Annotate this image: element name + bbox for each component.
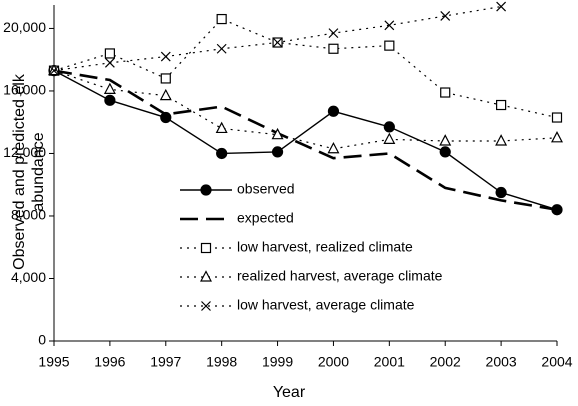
marker: [49, 65, 59, 76]
marker: [440, 11, 451, 21]
marker: [551, 112, 563, 123]
marker: [384, 40, 395, 51]
y-tick-label: 8,000: [11, 207, 46, 223]
y-tick-label: 16,000: [3, 82, 46, 98]
marker: [440, 87, 451, 98]
x-tick-label: 2000: [318, 354, 349, 370]
legend-label: expected: [237, 210, 294, 226]
series-line: [53, 69, 558, 212]
marker: [216, 147, 228, 160]
marker: [216, 43, 227, 54]
marker: [271, 146, 284, 158]
x-tick-label: 2002: [430, 354, 461, 370]
legend-label: low harvest, average climate: [237, 297, 415, 313]
legend-marker: [200, 270, 212, 282]
series-line: [53, 18, 558, 119]
marker: [215, 121, 228, 134]
legend-marker: [200, 242, 212, 254]
legend-marker: [200, 184, 212, 196]
marker: [272, 37, 283, 48]
series-line: [53, 70, 558, 211]
x-axis-label: Year: [273, 384, 306, 401]
marker: [383, 132, 396, 144]
legend-label: realized harvest, average climate: [237, 268, 443, 284]
x-tick-label: 1996: [94, 354, 125, 370]
marker: [327, 141, 340, 154]
marker: [216, 13, 227, 25]
y-tick-label: 0: [38, 332, 46, 348]
marker: [104, 57, 115, 68]
marker: [495, 134, 508, 146]
marker: [495, 186, 507, 199]
marker: [551, 131, 563, 143]
x-tick-label: 1999: [262, 354, 293, 370]
x-tick-label: 2004: [541, 354, 572, 370]
marker: [160, 111, 172, 124]
marker: [439, 134, 452, 146]
x-tick-label: 1997: [150, 354, 181, 370]
marker: [160, 73, 171, 84]
marker: [160, 51, 171, 62]
x-tick-label: 2001: [374, 354, 405, 370]
marker: [328, 43, 339, 54]
y-axis-label: abundance: [30, 132, 47, 211]
x-tick-label: 1995: [38, 354, 69, 370]
marker: [328, 28, 339, 39]
y-tick-label: 4,000: [11, 269, 46, 285]
marker: [103, 82, 116, 94]
marker: [496, 99, 507, 111]
series-line: [53, 70, 558, 150]
x-tick-label: 2003: [486, 354, 517, 370]
x-tick-label: 1998: [206, 354, 237, 370]
marker: [159, 88, 172, 101]
legend-label: observed: [237, 181, 295, 197]
marker: [384, 20, 395, 31]
marker: [496, 1, 507, 12]
marker: [104, 48, 115, 59]
marker: [383, 121, 395, 133]
marker: [104, 94, 116, 106]
marker: [271, 127, 284, 140]
y-tick-label: 12,000: [3, 144, 46, 160]
y-axis-label: Observed and predicted elk: [11, 73, 28, 270]
y-tick-label: 20,000: [3, 19, 46, 35]
legend-marker: [201, 301, 211, 311]
marker: [327, 105, 340, 117]
legend-label: low harvest, realized climate: [237, 239, 413, 255]
marker: [439, 146, 451, 158]
